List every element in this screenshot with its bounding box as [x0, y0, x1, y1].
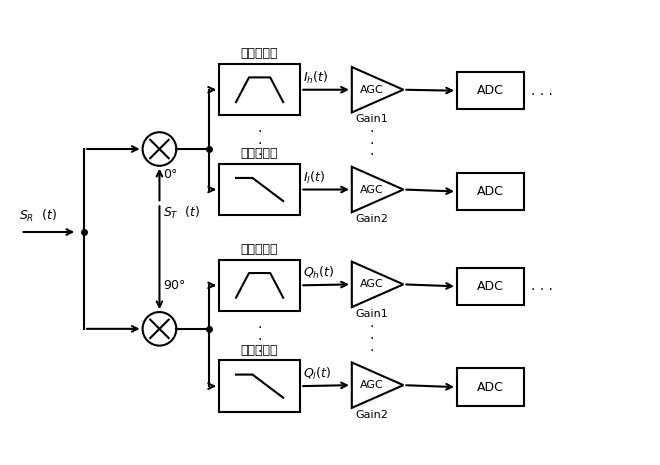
Text: Gain1: Gain1: [355, 114, 388, 125]
Text: $0°$: $0°$: [164, 168, 178, 181]
Bar: [219, 164, 300, 215]
Text: ADC: ADC: [477, 280, 504, 293]
Bar: [219, 259, 300, 311]
Bar: [219, 360, 300, 412]
Text: $I_h(t)$: $I_h(t)$: [303, 70, 329, 86]
Text: $I_l(t)$: $I_l(t)$: [303, 169, 325, 186]
Text: ADC: ADC: [477, 185, 504, 198]
Text: AGC: AGC: [360, 380, 383, 390]
Bar: [219, 64, 300, 115]
Text: 低通滤波器: 低通滤波器: [241, 147, 279, 160]
Text: AGC: AGC: [360, 185, 383, 194]
Text: $Q_h(t)$: $Q_h(t)$: [303, 266, 335, 281]
Text: ADC: ADC: [477, 84, 504, 97]
Bar: [457, 267, 524, 305]
Text: 带通滤波器: 带通滤波器: [241, 243, 279, 256]
Text: Gain2: Gain2: [355, 214, 388, 224]
Bar: [457, 173, 524, 210]
Text: ADC: ADC: [477, 381, 504, 394]
Text: $S_T$  $(t)$: $S_T$ $(t)$: [164, 206, 201, 221]
Text: . . .: . . .: [531, 84, 553, 98]
Text: AGC: AGC: [360, 85, 383, 95]
Text: Gain1: Gain1: [355, 309, 388, 319]
Text: .
.
.: . . .: [257, 121, 262, 159]
Text: 低通滤波器: 低通滤波器: [241, 344, 279, 357]
Text: .
.
.: . . .: [369, 121, 374, 159]
Text: $90°$: $90°$: [164, 279, 186, 292]
Text: $S_R$  $(t)$: $S_R$ $(t)$: [18, 208, 57, 224]
Text: AGC: AGC: [360, 279, 383, 289]
Text: . . .: . . .: [531, 279, 553, 293]
Text: 带通滤波器: 带通滤波器: [241, 47, 279, 60]
Text: $Q_l(t)$: $Q_l(t)$: [303, 366, 331, 382]
Text: Gain2: Gain2: [355, 410, 388, 420]
Text: .
.
.: . . .: [369, 316, 374, 353]
Bar: [457, 368, 524, 406]
Text: .
.
.: . . .: [257, 317, 262, 354]
Bar: [457, 72, 524, 109]
